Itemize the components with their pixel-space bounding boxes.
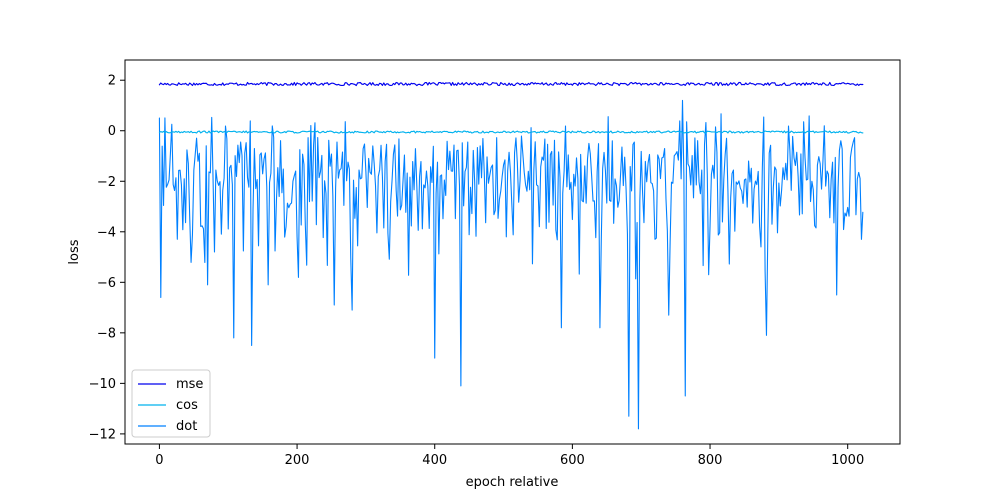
plot-background [125,60,900,444]
series-line-cos [158,130,864,134]
y-tick-label: −6 [97,276,116,291]
y-tick-label: −4 [97,225,116,240]
legend-label-cos: cos [176,398,198,413]
legend-box [131,369,211,438]
x-axis-label: epoch relative [466,475,559,490]
y-tick-label: 0 [108,124,116,139]
x-tick-label: 800 [698,453,723,468]
x-tick-label: 1000 [831,453,864,468]
series-line-dot [158,99,864,430]
legend: mse cos dot [131,369,211,438]
series-layer [158,81,864,430]
series-line-mse [158,81,864,87]
y-tick-label: −8 [97,326,116,341]
x-tick-label: 600 [560,453,585,468]
plot-frame [124,59,901,445]
y-tick-label: −2 [97,175,116,190]
y-tick-label: 2 [108,74,116,89]
legend-label-mse: mse [176,377,203,392]
legend-label-dot: dot [176,419,197,434]
y-axis-label: loss [67,239,82,264]
x-tick-label: 200 [285,453,310,468]
y-tick-label: −12 [89,427,116,442]
y-tick-label: −10 [89,377,116,392]
axis-ticks: 0 200 400 600 800 1000 2 0 −2 −4 −6 −8 −10 −12 [89,74,865,468]
x-tick-label: 400 [422,453,447,468]
x-tick-label: 0 [155,453,163,468]
